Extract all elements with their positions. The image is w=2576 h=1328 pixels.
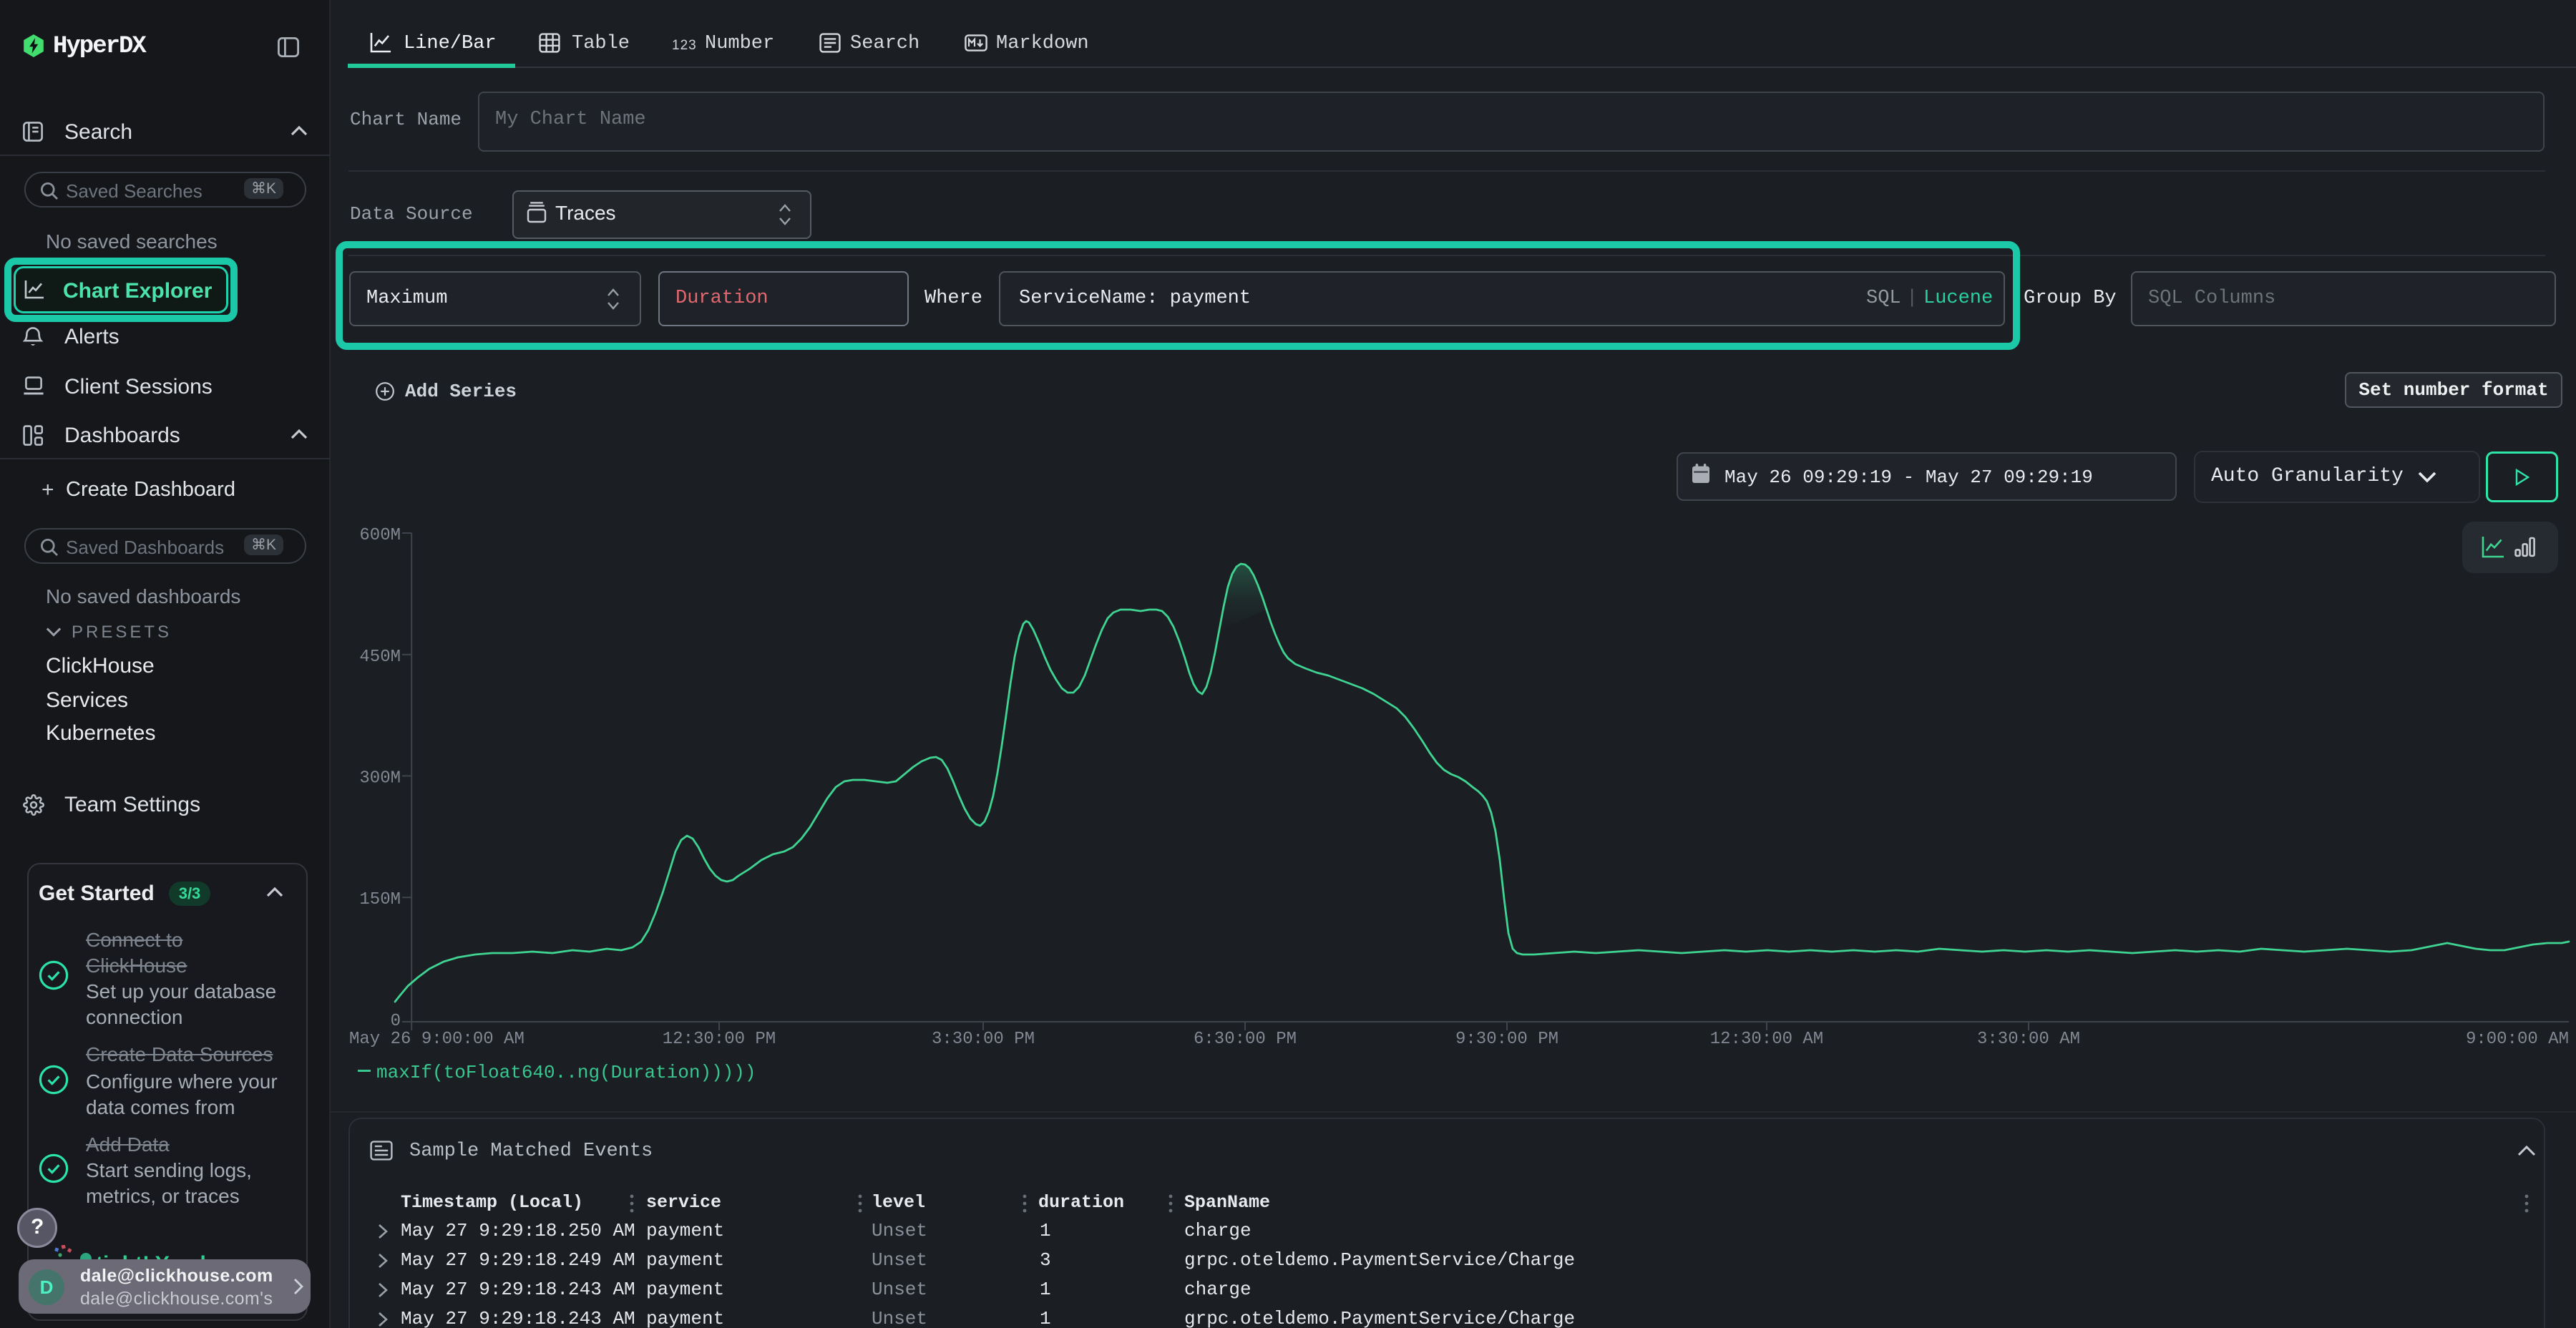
svg-text:May 26 9:00:00 AM: May 26 9:00:00 AM	[349, 1030, 525, 1048]
svg-text:12:30:00 AM: 12:30:00 AM	[1710, 1030, 1823, 1048]
svg-text:300M: 300M	[359, 768, 401, 788]
svg-text:12:30:00 PM: 12:30:00 PM	[663, 1030, 776, 1048]
svg-text:9:30:00 PM: 9:30:00 PM	[1455, 1030, 1558, 1048]
svg-text:600M: 600M	[359, 526, 401, 545]
svg-text:3:30:00 PM: 3:30:00 PM	[932, 1030, 1035, 1048]
svg-text:450M: 450M	[359, 648, 401, 667]
svg-text:3:30:00 AM: 3:30:00 AM	[1977, 1030, 2080, 1048]
svg-text:9:00:00 AM: 9:00:00 AM	[2466, 1030, 2569, 1048]
svg-text:0: 0	[391, 1012, 401, 1031]
svg-text:6:30:00 PM: 6:30:00 PM	[1194, 1030, 1297, 1048]
svg-text:150M: 150M	[359, 890, 401, 909]
